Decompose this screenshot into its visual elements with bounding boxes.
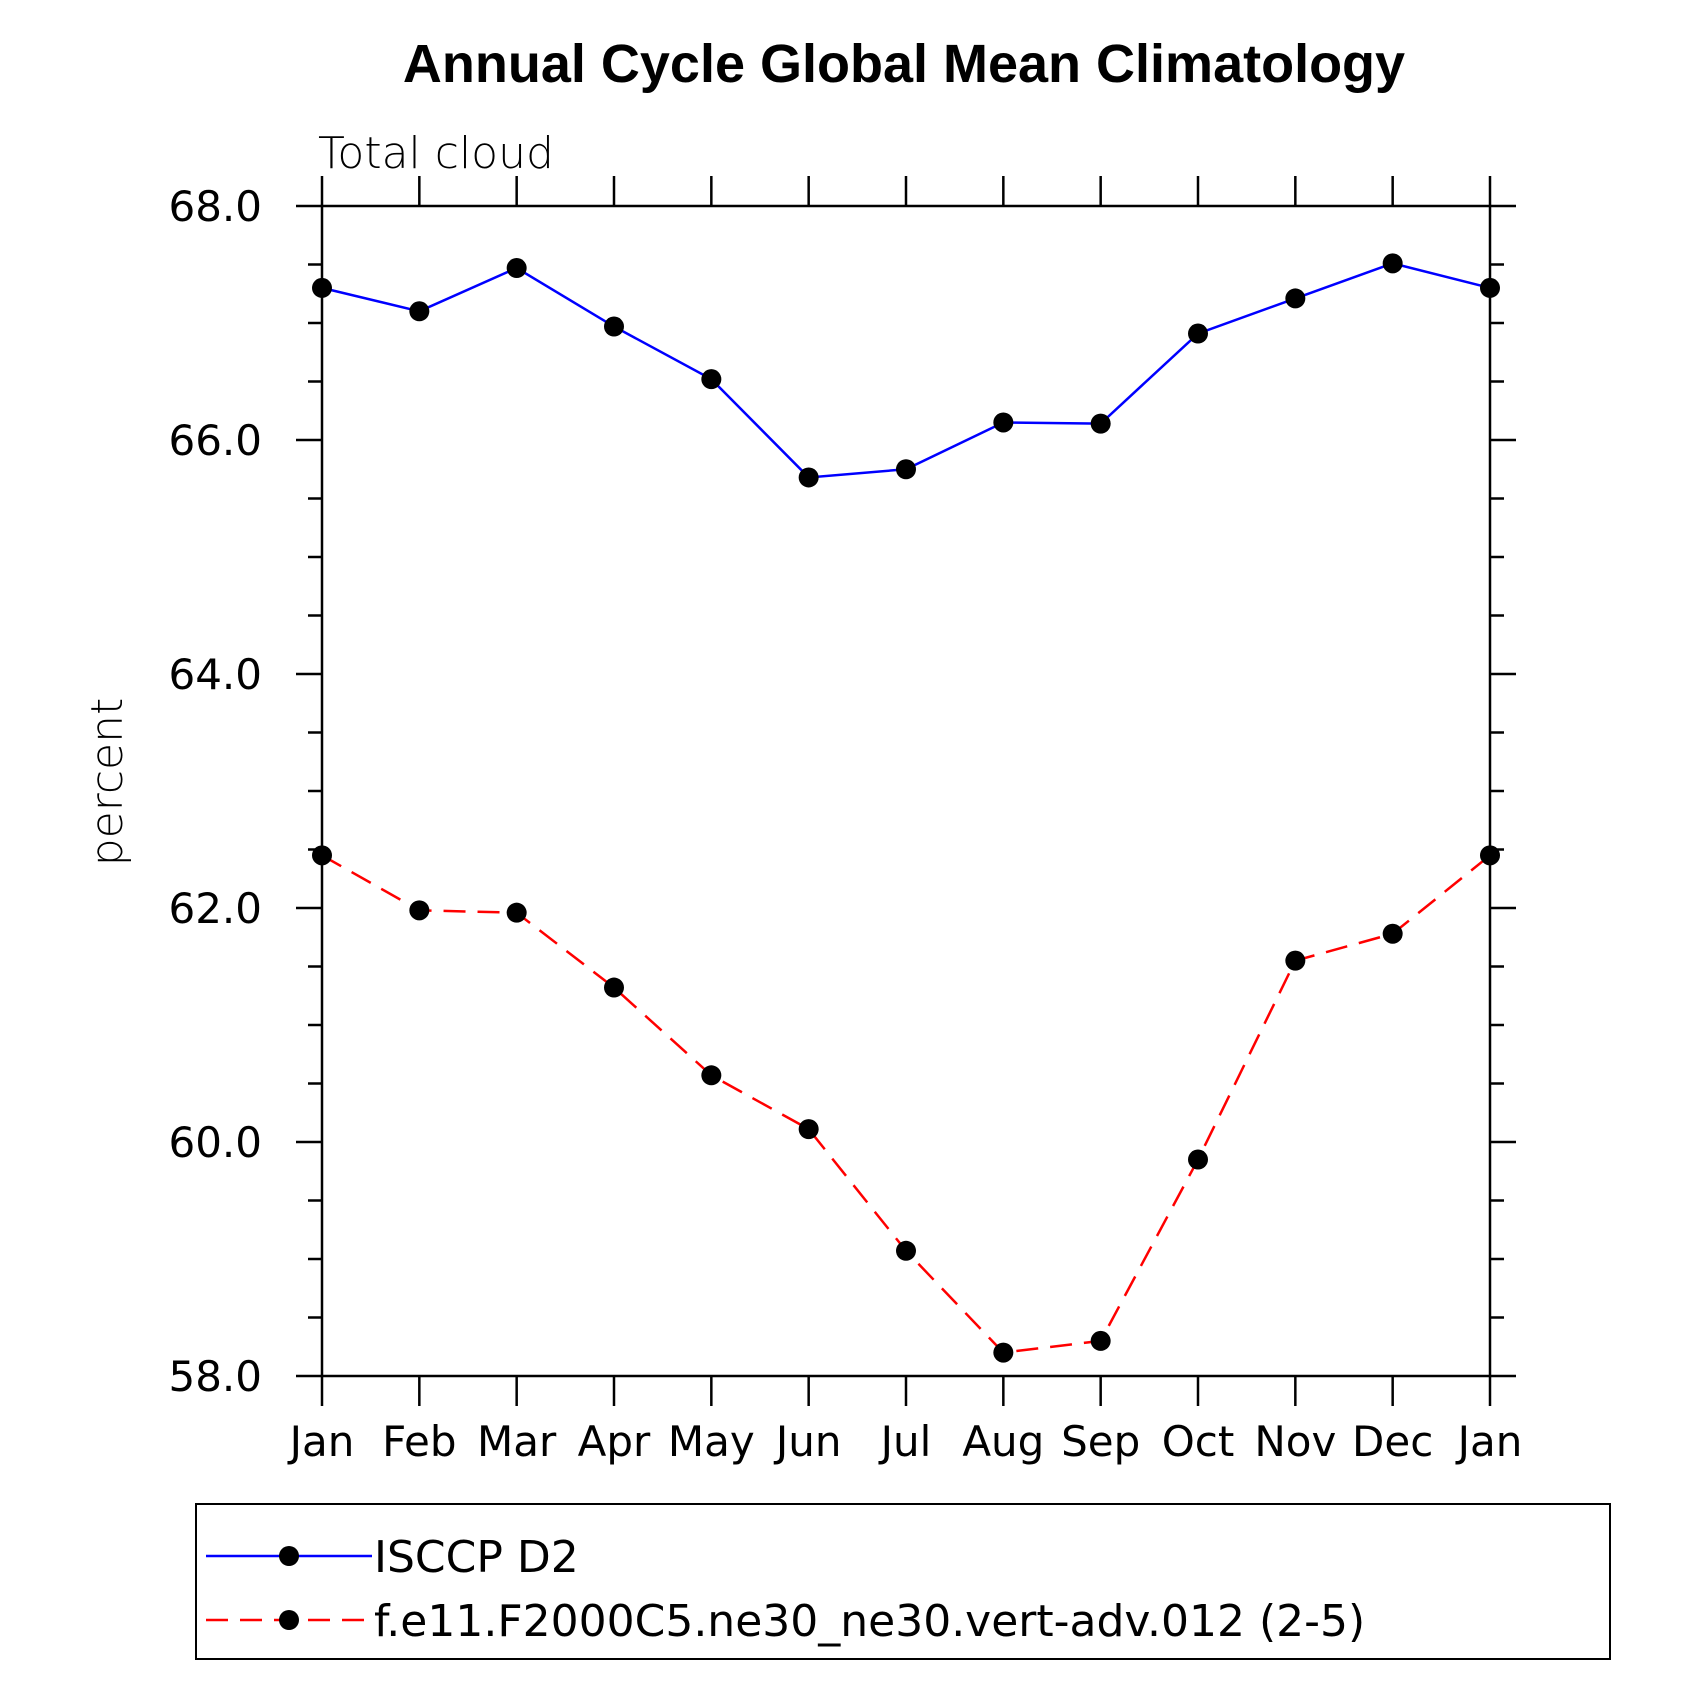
series-1-point: [1382, 253, 1403, 274]
y-tick-label: 68.0: [168, 182, 262, 231]
series-2-point: [1090, 1330, 1111, 1351]
x-tick-label: Sep: [1061, 1417, 1140, 1466]
series-1-point: [896, 459, 916, 480]
series-2-point: [604, 977, 624, 998]
series-1-point: [1188, 323, 1208, 344]
series-2-point: [993, 1342, 1014, 1363]
y-tick-label: 60.0: [168, 1118, 262, 1167]
x-tick-label: Jan: [1455, 1417, 1523, 1466]
series-2-point: [1188, 1149, 1208, 1170]
x-tick-label: Aug: [962, 1417, 1044, 1466]
series-2-point: [798, 1119, 819, 1140]
legend-marker-2: [279, 1610, 299, 1630]
legend-label-1: ISCCP D2: [374, 1532, 579, 1583]
y-tick-label: 64.0: [168, 650, 262, 699]
x-tick-label: Jan: [287, 1417, 355, 1466]
series-1-point: [506, 258, 527, 279]
series-layer: [312, 253, 1500, 1363]
legend: ISCCP D2 f.e11.F2000C5.ne30_ne30.vert-adv…: [195, 1503, 1611, 1660]
y-axis-label: percent: [82, 698, 133, 867]
chart-title: Annual Cycle Global Mean Climatology: [403, 34, 1405, 94]
y-axis-ticks: 58.0 60.0 62.0 64.0 66.0 68.0: [168, 182, 1516, 1401]
series-1-point: [1480, 277, 1500, 298]
plot-border: [320, 204, 1492, 1378]
x-tick-label: Mar: [477, 1417, 557, 1466]
series-1-point: [312, 277, 332, 298]
series-1-point: [993, 412, 1014, 433]
x-axis-ticks: Jan Feb Mar Apr May Jun Jul Aug Sep Oct Nov Dec Jan: [287, 176, 1523, 1466]
series-2-point: [896, 1240, 916, 1261]
y-tick-label: 66.0: [168, 416, 262, 465]
y-tick-label: 62.0: [168, 884, 262, 933]
series-1-point: [798, 467, 819, 488]
legend-box: [195, 1503, 1611, 1660]
x-tick-label: Dec: [1352, 1417, 1433, 1466]
y-tick-label: 58.0: [168, 1352, 262, 1401]
x-tick-label: Oct: [1162, 1417, 1235, 1466]
series-2-point: [701, 1065, 722, 1086]
legend-items: ISCCP D2 f.e11.F2000C5.ne30_ne30.vert-adv…: [206, 1532, 1365, 1647]
series-line-1: [321, 262, 1491, 479]
series-2-point: [1285, 950, 1306, 971]
series-1-point: [1090, 413, 1111, 434]
series-2-point: [506, 902, 527, 923]
series-2-point: [1480, 845, 1500, 866]
plot-frame: [320, 204, 1492, 1378]
x-tick-label: Apr: [578, 1417, 651, 1466]
legend-label-2: f.e11.F2000C5.ne30_ne30.vert-adv.012 (2-…: [374, 1596, 1365, 1647]
series-1-point: [1285, 288, 1306, 309]
x-tick-label: Feb: [382, 1417, 456, 1466]
series-1-point: [409, 301, 430, 322]
series-2-point: [312, 845, 332, 866]
legend-marker-1: [279, 1546, 299, 1566]
x-tick-label: Jun: [773, 1417, 842, 1466]
x-tick-label: Jul: [878, 1417, 932, 1466]
chart-subtitle: Total cloud: [318, 128, 554, 179]
series-2-point: [409, 900, 430, 921]
series-1-point: [604, 316, 624, 337]
series-1-point: [701, 369, 722, 390]
x-tick-label: May: [668, 1417, 755, 1466]
x-tick-label: Nov: [1254, 1417, 1336, 1466]
series-2-point: [1382, 923, 1403, 944]
series-line-2: [321, 854, 1491, 1354]
